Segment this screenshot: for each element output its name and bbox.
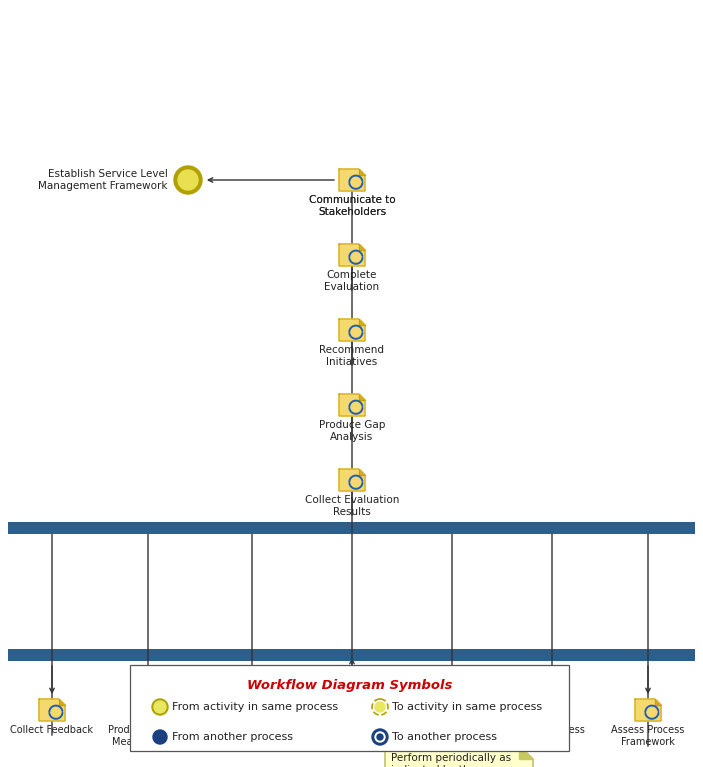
Text: Complete
Evaluation: Complete Evaluation — [325, 270, 380, 291]
Text: From activity in same process: From activity in same process — [172, 702, 338, 712]
Polygon shape — [359, 469, 365, 476]
Text: Perform periodically as
indicated by the
process framework.: Perform periodically as indicated by the… — [391, 753, 511, 767]
FancyBboxPatch shape — [130, 665, 569, 751]
Circle shape — [152, 699, 168, 715]
Text: Recommend
Initiatives: Recommend Initiatives — [319, 345, 385, 367]
Text: Communicate to
Stakeholders: Communicate to Stakeholders — [309, 195, 395, 216]
Text: From another process: From another process — [172, 732, 293, 742]
Polygon shape — [385, 745, 533, 767]
Polygon shape — [339, 394, 365, 416]
Circle shape — [375, 732, 385, 742]
Text: Audit Process: Audit Process — [519, 725, 585, 735]
Text: Research Trends
and Best Practices: Research Trends and Best Practices — [207, 725, 297, 746]
Polygon shape — [259, 699, 265, 705]
Text: Assess Process
Execution: Assess Process Execution — [415, 725, 489, 746]
Text: Review Existing
Documentation: Review Existing Documentation — [314, 725, 390, 746]
Text: Produce Process
Measurements: Produce Process Measurements — [108, 725, 188, 746]
Polygon shape — [359, 244, 365, 250]
Polygon shape — [359, 394, 365, 400]
Polygon shape — [539, 699, 565, 721]
Circle shape — [178, 170, 198, 190]
Circle shape — [375, 702, 385, 712]
Polygon shape — [339, 319, 365, 341]
Polygon shape — [239, 699, 265, 721]
Circle shape — [377, 734, 383, 740]
Text: Collect Feedback: Collect Feedback — [11, 725, 93, 735]
Polygon shape — [359, 319, 365, 325]
Polygon shape — [635, 699, 661, 721]
Circle shape — [341, 719, 363, 741]
Polygon shape — [339, 244, 365, 266]
Circle shape — [372, 729, 388, 745]
Polygon shape — [135, 699, 161, 721]
Polygon shape — [519, 745, 533, 759]
Polygon shape — [39, 699, 65, 721]
Polygon shape — [59, 699, 65, 705]
Text: Establish Service Level
Management Framework: Establish Service Level Management Frame… — [39, 170, 168, 191]
Text: To activity in same process: To activity in same process — [392, 702, 542, 712]
Polygon shape — [439, 699, 465, 721]
Polygon shape — [359, 169, 365, 175]
Polygon shape — [339, 699, 365, 721]
Text: Produce Gap
Analysis: Produce Gap Analysis — [319, 420, 385, 442]
Polygon shape — [559, 699, 565, 705]
Polygon shape — [654, 699, 661, 705]
Text: To another process: To another process — [392, 732, 497, 742]
FancyBboxPatch shape — [8, 649, 695, 661]
Text: Assess Process
Framework: Assess Process Framework — [612, 725, 685, 746]
Circle shape — [153, 730, 167, 744]
Polygon shape — [339, 469, 365, 491]
FancyBboxPatch shape — [8, 522, 695, 534]
Polygon shape — [359, 699, 365, 705]
Text: Workflow Diagram Symbols: Workflow Diagram Symbols — [247, 679, 452, 692]
Text: Collect Evaluation
Results: Collect Evaluation Results — [305, 495, 399, 517]
Polygon shape — [459, 699, 465, 705]
Text: Communicate to
Stakeholders: Communicate to Stakeholders — [309, 195, 395, 216]
Circle shape — [174, 166, 202, 194]
Circle shape — [154, 701, 166, 713]
Polygon shape — [155, 699, 161, 705]
Polygon shape — [339, 169, 365, 191]
